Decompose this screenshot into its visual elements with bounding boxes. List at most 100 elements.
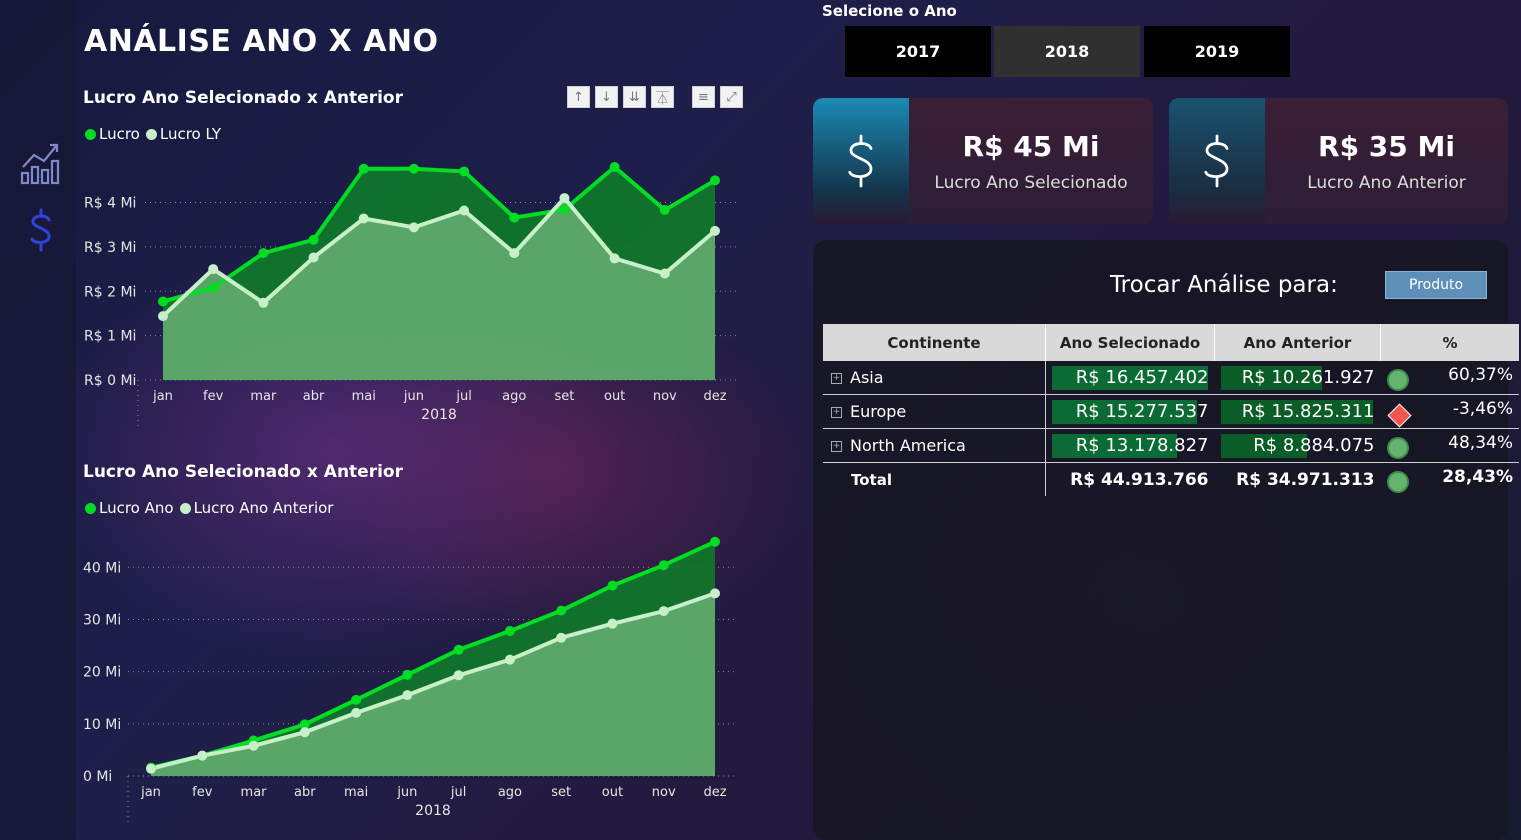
pct-value: 48,34% bbox=[1448, 432, 1513, 453]
kpi-icon-box bbox=[813, 98, 909, 224]
nav-dollar-button[interactable] bbox=[6, 199, 76, 261]
next-level-button[interactable]: ⇊ bbox=[623, 86, 646, 108]
year-button-2017[interactable]: 2017 bbox=[845, 26, 991, 77]
data-point-selected bbox=[402, 669, 413, 680]
data-point-selected bbox=[208, 282, 219, 293]
data-point-selected bbox=[710, 536, 720, 547]
data-point-selected bbox=[459, 166, 470, 177]
dollar-icon bbox=[30, 208, 51, 252]
continent-cell: + Asia bbox=[823, 361, 1046, 395]
continent-name: North America bbox=[850, 436, 966, 455]
column-header-continente[interactable]: Continente bbox=[823, 324, 1046, 361]
data-point-previous bbox=[710, 588, 720, 599]
data-point-previous bbox=[504, 654, 515, 665]
drill-down-button[interactable]: ↓ bbox=[595, 86, 618, 108]
series-line-selected bbox=[150, 539, 716, 770]
chart1-area-chart[interactable]: R$ 0 Mi R$ 1 Mi R$ 2 Mi R$ 3 Mi R$ 4 Mi jan fe… bbox=[0, 0, 760, 440]
data-bar bbox=[1220, 434, 1307, 458]
data-point-previous bbox=[146, 763, 156, 774]
legend-label: Lucro LY bbox=[159, 125, 222, 143]
data-point-selected bbox=[658, 560, 669, 571]
expand-hierarchy-button[interactable]: ⏄ bbox=[651, 86, 674, 108]
data-point-previous bbox=[408, 222, 419, 233]
line-chart-icon bbox=[20, 143, 60, 185]
dollar-icon bbox=[848, 134, 873, 188]
data-point-previous bbox=[556, 632, 567, 643]
previous-year-cell: R$ 10.261.927 bbox=[1214, 361, 1381, 395]
data-point-previous bbox=[258, 297, 269, 308]
positive-status-icon bbox=[1386, 368, 1409, 391]
drill-up-button[interactable]: ↑ bbox=[567, 86, 590, 108]
nav-line-chart-button[interactable] bbox=[6, 130, 76, 192]
selected-year-cell: R$ 15.277.537 bbox=[1045, 394, 1215, 429]
kpi-body: R$ 45 Mi Lucro Ano Selecionado bbox=[909, 98, 1153, 224]
legend-dot bbox=[85, 502, 96, 514]
legend-dot bbox=[85, 128, 96, 140]
data-point-selected bbox=[556, 605, 567, 616]
legend-dot bbox=[179, 502, 191, 514]
switch-to-product-button[interactable]: Produto bbox=[1385, 271, 1487, 299]
data-point-selected bbox=[408, 163, 419, 174]
kpi-label: Lucro Ano Selecionado bbox=[934, 172, 1128, 193]
x-tick-label: abr bbox=[294, 785, 316, 800]
continent-name: Europe bbox=[850, 402, 907, 421]
legend-dot bbox=[145, 128, 157, 140]
table-row: + North America R$ 13.178.827 R$ 8.884.07… bbox=[823, 428, 1519, 463]
x-tick-label: fev bbox=[192, 785, 213, 800]
y-tick-label: R$ 1 Mi bbox=[84, 329, 136, 345]
focus-mode-button[interactable]: ⤢ bbox=[720, 86, 743, 108]
pct-cell: 60,37% bbox=[1380, 361, 1519, 395]
x-tick-label: set bbox=[555, 389, 575, 404]
data-point-previous bbox=[299, 727, 310, 738]
data-point-previous bbox=[453, 670, 464, 681]
data-point-previous bbox=[607, 618, 618, 629]
series-area-previous bbox=[163, 198, 715, 380]
column-header-ano-selecionado[interactable]: Ano Selecionado bbox=[1045, 324, 1215, 361]
legend-item-lucro-ly: Lucro LY bbox=[145, 125, 222, 143]
pct-value: 60,37% bbox=[1448, 364, 1513, 385]
legend-label: Lucro Ano Anterior bbox=[193, 499, 334, 517]
total-pct-cell: 28,43% bbox=[1381, 463, 1520, 497]
legend-item-lucro: Lucro bbox=[85, 125, 140, 143]
kpi-value: R$ 35 Mi bbox=[1318, 129, 1455, 163]
column-header-ano-anterior[interactable]: Ano Anterior bbox=[1214, 324, 1381, 361]
data-point-previous bbox=[710, 225, 720, 236]
year-button-2018[interactable]: 2018 bbox=[994, 26, 1140, 77]
filter-button[interactable]: ≡ bbox=[692, 86, 715, 108]
x-tick-label: ago bbox=[498, 785, 522, 800]
data-point-previous bbox=[208, 264, 219, 275]
y-tick-label: R$ 4 Mi bbox=[84, 196, 136, 212]
x-tick-label: jan bbox=[152, 389, 173, 404]
year-button-2019[interactable]: 2019 bbox=[1144, 26, 1290, 77]
dollar-icon bbox=[1204, 134, 1229, 188]
series-line-previous bbox=[161, 195, 717, 318]
y-tick-label: R$ 3 Mi bbox=[84, 240, 136, 256]
data-point-previous bbox=[658, 606, 669, 617]
data-point-previous bbox=[197, 750, 208, 761]
previous-year-cell: R$ 8.884.075 bbox=[1214, 428, 1381, 463]
positive-status-icon bbox=[1386, 436, 1409, 459]
x-tick-label: out bbox=[602, 785, 623, 800]
expand-icon[interactable]: + bbox=[831, 441, 842, 452]
expand-icon[interactable]: + bbox=[831, 373, 842, 384]
x-tick-label: set bbox=[551, 785, 571, 800]
kpi-value: R$ 45 Mi bbox=[962, 129, 1100, 163]
data-point-selected bbox=[299, 719, 310, 730]
data-point-previous bbox=[358, 213, 369, 224]
data-point-previous bbox=[351, 707, 362, 718]
y-tick-label: 0 Mi bbox=[83, 769, 112, 785]
y-tick-label: 30 Mi bbox=[83, 612, 121, 628]
continent-cell: + Europe bbox=[823, 394, 1046, 429]
chart2-area-chart[interactable]: 0 Mi 10 Mi 20 Mi 30 Mi 40 Mi jan fev mar abr mai j… bbox=[0, 0, 760, 830]
kpi-card-previous-year: R$ 35 Mi Lucro Ano Anterior bbox=[1169, 98, 1508, 224]
column-header-pct[interactable]: % bbox=[1380, 324, 1519, 361]
data-point-selected bbox=[258, 248, 269, 259]
legend-item-lucro-ano: Lucro Ano bbox=[85, 499, 174, 517]
x-tick-label: nov bbox=[652, 785, 676, 800]
series-area-previous bbox=[151, 593, 715, 776]
selected-year-cell: R$ 13.178.827 bbox=[1045, 428, 1215, 463]
data-point-selected bbox=[453, 644, 464, 655]
switch-analysis-label: Trocar Análise para: bbox=[1110, 272, 1338, 298]
y-tick-label: 20 Mi bbox=[83, 665, 121, 681]
expand-icon[interactable]: + bbox=[831, 407, 842, 418]
